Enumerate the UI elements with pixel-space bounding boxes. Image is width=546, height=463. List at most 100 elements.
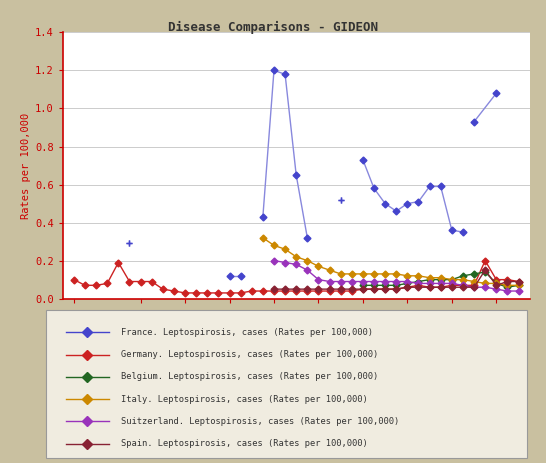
Suitzerland. Leptospirosis, cases (Rates per 100,000) [449,281,455,286]
Belgium. Leptospirosis, cases (Rates per 100,000) [471,271,477,277]
Belgium. Leptospirosis, cases (Rates per 100,000) [393,282,400,288]
Italy. Leptospirosis, cases (Rates per 100,000) [437,275,444,281]
Germany. Leptospirosis, cases (Rates per 100,000) [149,279,155,284]
Spain. Leptospirosis, cases (Rates per 100,000) [315,286,322,292]
Germany. Leptospirosis, cases (Rates per 100,000) [515,279,522,284]
Spain. Leptospirosis, cases (Rates per 100,000) [426,284,433,290]
Suitzerland. Leptospirosis, cases (Rates per 100,000) [282,260,288,265]
Suitzerland. Leptospirosis, cases (Rates per 100,000) [426,281,433,286]
Spain. Leptospirosis, cases (Rates per 100,000) [337,286,344,292]
Spain. Leptospirosis, cases (Rates per 100,000) [393,286,400,292]
Suitzerland. Leptospirosis, cases (Rates per 100,000) [504,288,511,294]
Spain. Leptospirosis, cases (Rates per 100,000) [360,286,366,292]
Italy. Leptospirosis, cases (Rates per 100,000) [504,282,511,288]
Italy. Leptospirosis, cases (Rates per 100,000) [382,271,388,277]
Italy. Leptospirosis, cases (Rates per 100,000) [327,267,333,273]
X-axis label: Year: Year [283,332,310,343]
Italy. Leptospirosis, cases (Rates per 100,000) [404,273,411,279]
Spain. Leptospirosis, cases (Rates per 100,000) [293,286,300,292]
Italy. Leptospirosis, cases (Rates per 100,000) [426,275,433,281]
Belgium. Leptospirosis, cases (Rates per 100,000) [382,282,388,288]
Italy. Leptospirosis, cases (Rates per 100,000) [315,263,322,269]
Germany. Leptospirosis, cases (Rates per 100,000) [215,290,222,296]
Italy. Leptospirosis, cases (Rates per 100,000) [271,243,277,248]
Germany. Leptospirosis, cases (Rates per 100,000) [115,260,122,265]
Germany. Leptospirosis, cases (Rates per 100,000) [460,282,466,288]
Spain. Leptospirosis, cases (Rates per 100,000) [449,284,455,290]
Germany. Leptospirosis, cases (Rates per 100,000) [382,286,388,292]
Italy. Leptospirosis, cases (Rates per 100,000) [360,271,366,277]
Suitzerland. Leptospirosis, cases (Rates per 100,000) [304,267,311,273]
Line: Suitzerland. Leptospirosis, cases (Rates per 100,000): Suitzerland. Leptospirosis, cases (Rates… [271,258,521,294]
Italy. Leptospirosis, cases (Rates per 100,000) [348,271,355,277]
Belgium. Leptospirosis, cases (Rates per 100,000) [449,277,455,282]
Text: Germany. Leptospirosis, cases (Rates per 100,000): Germany. Leptospirosis, cases (Rates per… [121,350,378,359]
Text: Disease Comparisons - GIDEON: Disease Comparisons - GIDEON [168,21,378,34]
Text: Belgium. Leptospirosis, cases (Rates per 100,000): Belgium. Leptospirosis, cases (Rates per… [121,372,378,382]
Italy. Leptospirosis, cases (Rates per 100,000) [415,273,422,279]
Spain. Leptospirosis, cases (Rates per 100,000) [504,279,511,284]
Suitzerland. Leptospirosis, cases (Rates per 100,000) [437,281,444,286]
Text: Spain. Leptospirosis, cases (Rates per 100,000): Spain. Leptospirosis, cases (Rates per 1… [121,439,367,448]
Italy. Leptospirosis, cases (Rates per 100,000) [304,258,311,263]
Germany. Leptospirosis, cases (Rates per 100,000) [248,288,255,294]
Belgium. Leptospirosis, cases (Rates per 100,000) [426,277,433,282]
Germany. Leptospirosis, cases (Rates per 100,000) [271,288,277,294]
Germany. Leptospirosis, cases (Rates per 100,000) [337,288,344,294]
Germany. Leptospirosis, cases (Rates per 100,000) [126,279,133,284]
Italy. Leptospirosis, cases (Rates per 100,000) [282,246,288,252]
Line: Spain. Leptospirosis, cases (Rates per 100,000): Spain. Leptospirosis, cases (Rates per 1… [271,268,521,292]
Germany. Leptospirosis, cases (Rates per 100,000) [449,282,455,288]
Italy. Leptospirosis, cases (Rates per 100,000) [460,277,466,282]
Suitzerland. Leptospirosis, cases (Rates per 100,000) [360,279,366,284]
Germany. Leptospirosis, cases (Rates per 100,000) [226,290,233,296]
Spain. Leptospirosis, cases (Rates per 100,000) [348,286,355,292]
Spain. Leptospirosis, cases (Rates per 100,000) [460,284,466,290]
Spain. Leptospirosis, cases (Rates per 100,000) [404,284,411,290]
Spain. Leptospirosis, cases (Rates per 100,000) [493,282,500,288]
Germany. Leptospirosis, cases (Rates per 100,000) [82,282,88,288]
Germany. Leptospirosis, cases (Rates per 100,000) [282,288,288,294]
Italy. Leptospirosis, cases (Rates per 100,000) [482,281,489,286]
Line: Germany. Leptospirosis, cases (Rates per 100,000): Germany. Leptospirosis, cases (Rates per… [72,258,521,295]
Belgium. Leptospirosis, cases (Rates per 100,000) [360,282,366,288]
Germany. Leptospirosis, cases (Rates per 100,000) [482,258,489,263]
Suitzerland. Leptospirosis, cases (Rates per 100,000) [493,286,500,292]
Italy. Leptospirosis, cases (Rates per 100,000) [371,271,377,277]
Suitzerland. Leptospirosis, cases (Rates per 100,000) [515,288,522,294]
Spain. Leptospirosis, cases (Rates per 100,000) [382,286,388,292]
Germany. Leptospirosis, cases (Rates per 100,000) [238,290,244,296]
Italy. Leptospirosis, cases (Rates per 100,000) [293,254,300,260]
Spain. Leptospirosis, cases (Rates per 100,000) [415,284,422,290]
Italy. Leptospirosis, cases (Rates per 100,000) [449,277,455,282]
Belgium. Leptospirosis, cases (Rates per 100,000) [460,273,466,279]
Belgium. Leptospirosis, cases (Rates per 100,000) [371,282,377,288]
Text: France. Leptospirosis, cases (Rates per 100,000): France. Leptospirosis, cases (Rates per … [121,328,373,337]
Spain. Leptospirosis, cases (Rates per 100,000) [271,286,277,292]
Spain. Leptospirosis, cases (Rates per 100,000) [282,286,288,292]
Belgium. Leptospirosis, cases (Rates per 100,000) [404,281,411,286]
Germany. Leptospirosis, cases (Rates per 100,000) [193,290,199,296]
Germany. Leptospirosis, cases (Rates per 100,000) [182,290,188,296]
Germany. Leptospirosis, cases (Rates per 100,000) [426,284,433,290]
Suitzerland. Leptospirosis, cases (Rates per 100,000) [393,279,400,284]
Suitzerland. Leptospirosis, cases (Rates per 100,000) [337,279,344,284]
Italy. Leptospirosis, cases (Rates per 100,000) [259,235,266,241]
Spain. Leptospirosis, cases (Rates per 100,000) [304,286,311,292]
Suitzerland. Leptospirosis, cases (Rates per 100,000) [382,279,388,284]
Germany. Leptospirosis, cases (Rates per 100,000) [293,288,300,294]
Germany. Leptospirosis, cases (Rates per 100,000) [348,288,355,294]
Germany. Leptospirosis, cases (Rates per 100,000) [327,288,333,294]
Germany. Leptospirosis, cases (Rates per 100,000) [93,282,99,288]
Germany. Leptospirosis, cases (Rates per 100,000) [404,284,411,290]
Suitzerland. Leptospirosis, cases (Rates per 100,000) [315,277,322,282]
Spain. Leptospirosis, cases (Rates per 100,000) [471,284,477,290]
Suitzerland. Leptospirosis, cases (Rates per 100,000) [327,279,333,284]
Suitzerland. Leptospirosis, cases (Rates per 100,000) [371,279,377,284]
Belgium. Leptospirosis, cases (Rates per 100,000) [482,269,489,275]
Suitzerland. Leptospirosis, cases (Rates per 100,000) [460,282,466,288]
Germany. Leptospirosis, cases (Rates per 100,000) [471,282,477,288]
Germany. Leptospirosis, cases (Rates per 100,000) [70,277,77,282]
Germany. Leptospirosis, cases (Rates per 100,000) [360,286,366,292]
Germany. Leptospirosis, cases (Rates per 100,000) [393,286,400,292]
